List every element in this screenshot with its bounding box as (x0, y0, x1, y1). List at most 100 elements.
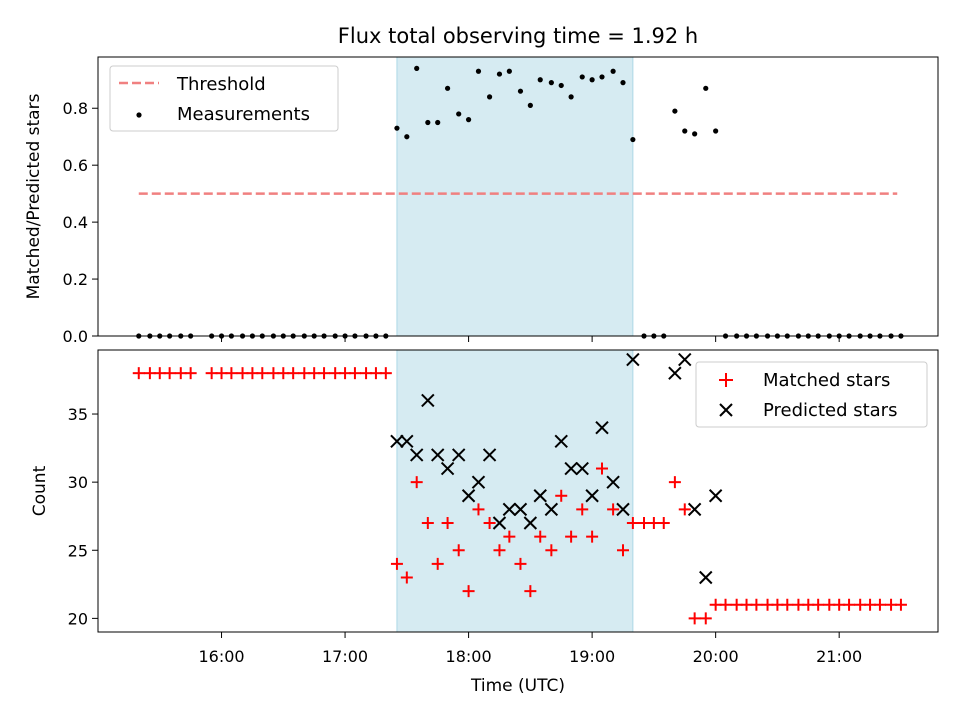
predicted-star-marker (451, 448, 466, 462)
matched-star-marker (607, 503, 620, 516)
measurement-point (506, 68, 512, 74)
legend-threshold-label: Threshold (176, 74, 266, 95)
measurement-point (517, 88, 524, 94)
measurement-point (537, 77, 543, 83)
matched-star-marker (132, 367, 145, 380)
measurement-point (527, 102, 533, 108)
matched-star-marker (452, 544, 465, 557)
measurement-point (692, 131, 698, 137)
measurement-point (568, 94, 574, 100)
y-tick-label: 30 (68, 473, 88, 492)
legend-predicted-swatch (719, 403, 733, 417)
bottom-y-axis-label: Count (30, 465, 50, 516)
measurement-point (394, 125, 400, 131)
measurement-point (425, 119, 431, 126)
predicted-star-marker (544, 502, 559, 517)
predicted-star-marker (533, 489, 547, 503)
predicted-star-marker (564, 461, 578, 476)
matched-star-marker (699, 612, 712, 625)
predicted-star-marker (699, 570, 713, 585)
predicted-star-marker (585, 489, 599, 503)
y-tick-label: 0.4 (63, 213, 88, 232)
measurement-point (703, 85, 709, 91)
matched-star-marker (843, 598, 856, 611)
matched-star-marker (781, 598, 794, 611)
x-tick-label: 17:00 (322, 647, 368, 666)
x-axis-label: Time (UTC) (470, 676, 565, 696)
matched-star-marker (678, 503, 691, 516)
predicted-star-marker (390, 434, 404, 448)
measurement-point (548, 80, 554, 86)
matched-star-marker (318, 367, 331, 380)
top-y-ticks: 0.0 0.2 0.4 0.6 0.8 (63, 99, 98, 346)
legend-measurements-label: Measurements (177, 104, 310, 125)
matched-star-marker (873, 598, 886, 611)
bottom-y-ticks: 20 25 30 35 (68, 405, 98, 628)
bottom-legend-box (695, 361, 928, 428)
measurement-point (456, 111, 462, 117)
predicted-star-marker (595, 420, 609, 435)
predicted-stars-markers (390, 352, 723, 585)
matched-star-marker (668, 476, 681, 489)
legend-measurements-swatch (136, 112, 142, 118)
matched-star-marker (555, 489, 568, 502)
y-tick-label: 0.2 (63, 270, 88, 289)
predicted-star-marker (502, 502, 517, 517)
top-panel: Flux total observing time = 1.92 h 0.00.… (24, 24, 939, 346)
matched-star-marker (483, 517, 496, 530)
predicted-star-marker (708, 489, 723, 503)
matched-star-marker (894, 598, 907, 611)
predicted-star-marker (430, 448, 445, 462)
top-observing-span (396, 56, 634, 337)
matched-star-marker (503, 530, 516, 543)
matched-star-marker (596, 462, 608, 475)
x-tick-label: 18:00 (446, 647, 492, 666)
top-y-axis-label: Matched/Predicted stars (24, 93, 44, 299)
matched-star-marker (379, 367, 392, 380)
predicted-star-marker (440, 461, 455, 476)
top-axes-frame (97, 56, 939, 337)
matched-star-marker (565, 530, 578, 543)
matched-star-marker (545, 544, 558, 557)
y-tick-label: 0.0 (63, 327, 88, 346)
predicted-star-marker (678, 352, 692, 367)
predicted-star-marker (409, 448, 424, 462)
predicted-star-marker (554, 434, 568, 448)
measurement-point (475, 68, 482, 74)
matched-star-marker (514, 557, 527, 570)
matched-star-marker (441, 517, 454, 530)
predicted-star-marker (523, 516, 538, 530)
matched-star-marker (719, 598, 732, 611)
x-tick-label: 16:00 (198, 647, 244, 666)
matched-star-marker (256, 367, 269, 380)
matched-star-marker (812, 598, 825, 611)
matched-star-marker (750, 598, 763, 611)
matched-star-marker (626, 517, 639, 530)
matched-star-marker (431, 557, 444, 570)
predicted-star-marker (400, 434, 414, 448)
measurement-point (435, 119, 441, 126)
matched-star-marker (421, 517, 434, 530)
predicted-star-marker (687, 502, 702, 517)
matched-star-marker (390, 557, 403, 570)
matched-star-marker (184, 367, 197, 380)
measurement-point (444, 85, 451, 91)
y-tick-label: 25 (68, 541, 88, 560)
measurement-point (610, 68, 616, 74)
predicted-star-marker (421, 393, 435, 408)
legend-matched-swatch (719, 373, 733, 387)
measurement-point (496, 71, 503, 77)
matched-star-marker (534, 530, 547, 543)
measurement-point (579, 74, 585, 80)
matched-star-marker (410, 476, 423, 489)
measurement-point (682, 128, 688, 134)
matched-star-marker (586, 530, 599, 543)
matched-star-marker (400, 571, 413, 584)
predicted-star-marker (626, 352, 640, 367)
predicted-star-marker (471, 475, 486, 489)
x-tick-label: 21:00 (816, 647, 862, 666)
predicted-star-marker (616, 502, 630, 517)
matched-star-marker (688, 612, 701, 625)
